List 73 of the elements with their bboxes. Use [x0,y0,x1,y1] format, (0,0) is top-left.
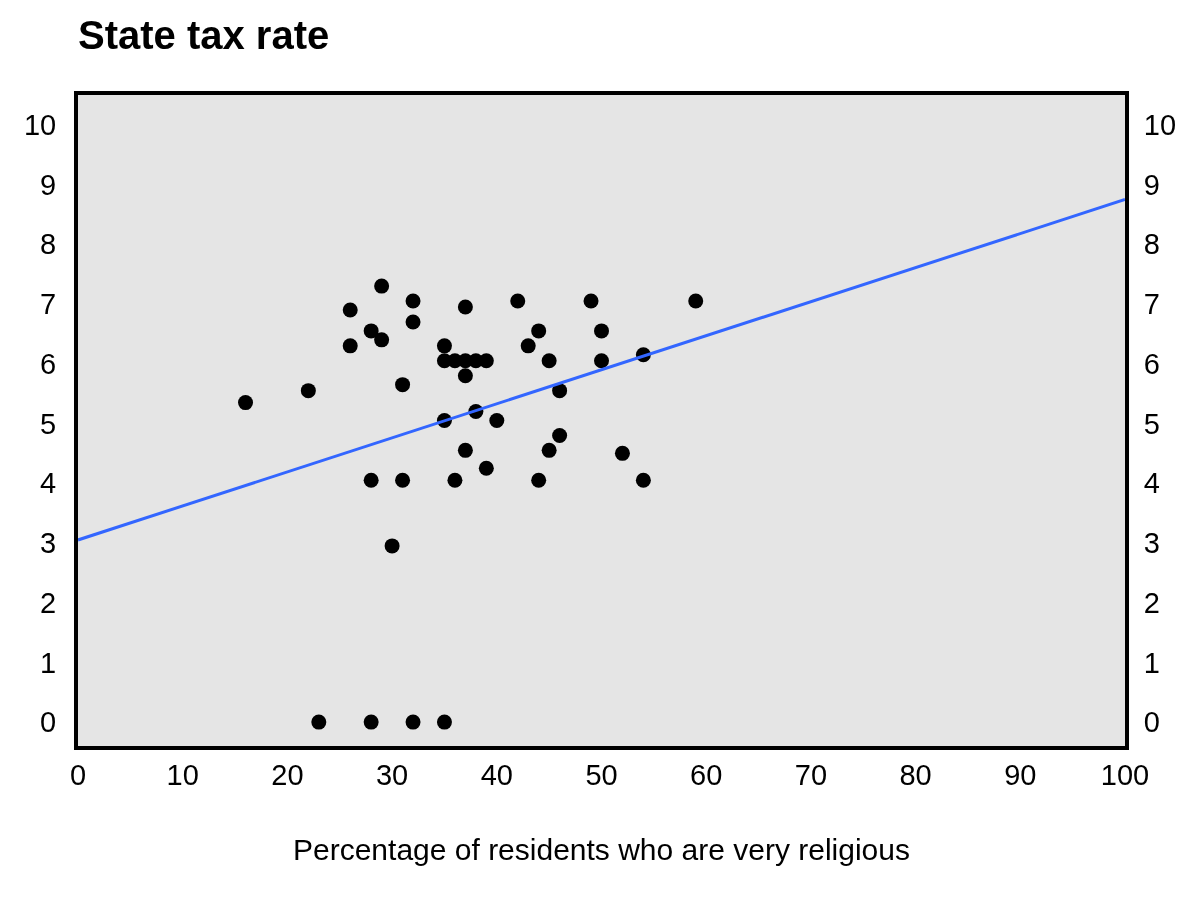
y2-tick-label: 3 [1143,527,1160,560]
y2-tick-label: 5 [1143,407,1160,440]
point [447,472,463,488]
x-tick-label: 0 [69,758,87,791]
point [384,538,400,554]
y2-tick-label: 8 [1143,228,1160,261]
point [635,472,651,488]
point [688,293,704,309]
point [614,445,630,461]
y-tick-label: 8 [40,228,57,261]
point [531,323,547,339]
point [405,714,421,730]
y-tick-label: 3 [40,527,57,560]
point [374,332,390,348]
y-tick-label: 1 [40,646,57,679]
point [311,714,327,730]
point [520,338,536,354]
point [395,377,411,393]
x-tick-label: 40 [480,758,513,791]
point [457,368,473,384]
y-tick-label: 10 [23,109,57,142]
x-tick-label: 20 [271,758,304,791]
x-tick-label: 90 [1004,758,1037,791]
y2-tick-label: 1 [1143,646,1160,679]
point [342,302,358,318]
y2-tick-label: 4 [1143,467,1160,500]
point [395,472,411,488]
x-tick-label: 60 [690,758,723,791]
point [583,293,599,309]
point [363,472,379,488]
y2-tick-label: 0 [1143,706,1160,739]
point [541,442,557,458]
point [374,278,390,294]
x-tick-label: 30 [375,758,409,791]
point [363,714,379,730]
y2-tick-label: 7 [1143,288,1160,321]
point [552,427,568,443]
point [457,442,473,458]
point [363,323,379,339]
point [436,714,452,730]
point [489,413,505,428]
point [531,472,547,488]
x-axis-title: Percentage of residents who are very religious [293,832,910,866]
x-tick-label: 80 [899,758,932,791]
point [510,293,526,309]
point [457,299,473,315]
point [300,383,316,399]
point [552,383,568,399]
y-tick-label: 5 [40,407,57,440]
y2-tick-label: 10 [1143,109,1177,142]
y-tick-label: 4 [40,467,57,500]
y2-tick-label: 9 [1143,168,1160,201]
point [342,338,358,354]
point [436,338,452,354]
y-tick-label: 9 [40,168,57,201]
point [541,353,557,369]
x-tick-label: 70 [794,758,828,791]
point [405,314,421,330]
y-tick-label: 0 [40,706,57,739]
y2-tick-label: 6 [1143,347,1160,380]
point [594,353,609,369]
x-tick-label: 100 [1100,758,1150,791]
x-tick-label: 10 [166,758,199,791]
x-tick-label: 50 [585,758,618,791]
y2-tick-label: 2 [1143,586,1160,619]
y-tick-label: 6 [40,347,57,380]
y-tick-label: 2 [40,586,57,619]
point [478,460,494,476]
point [238,395,254,411]
point [594,323,609,339]
chart-title: State tax rate [78,13,330,57]
point [405,293,421,309]
y-tick-label: 7 [40,288,57,321]
